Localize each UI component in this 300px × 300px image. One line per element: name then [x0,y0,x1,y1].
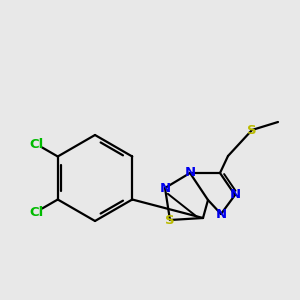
Text: N: N [184,167,196,179]
Text: Cl: Cl [29,206,43,218]
Text: N: N [159,182,171,194]
Text: N: N [230,188,241,202]
Text: S: S [247,124,257,136]
Text: Cl: Cl [29,137,43,151]
Text: N: N [215,208,226,220]
Text: S: S [165,214,175,226]
